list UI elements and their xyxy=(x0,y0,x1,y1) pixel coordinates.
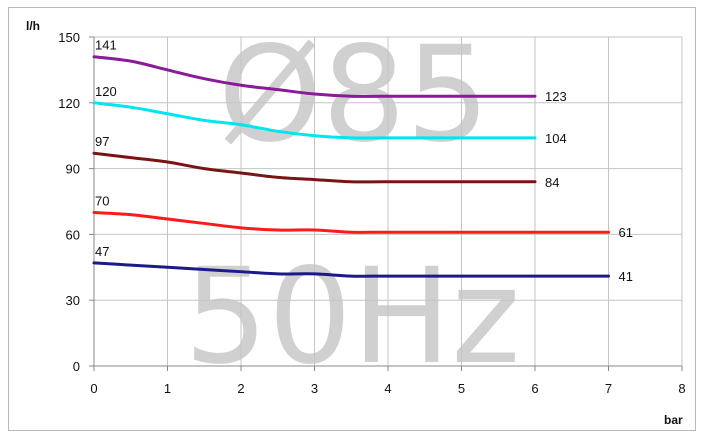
x-tick-label: 1 xyxy=(164,381,171,396)
x-tick-label: 2 xyxy=(237,381,244,396)
series-5-start-label: 47 xyxy=(95,244,109,259)
x-tick-label: 4 xyxy=(384,381,391,396)
series-2-end-label: 104 xyxy=(545,131,567,146)
x-tick-label: 5 xyxy=(458,381,465,396)
series-line-3 xyxy=(92,151,537,184)
y-tick-label: 150 xyxy=(58,30,80,45)
y-tick-label: 120 xyxy=(58,96,80,111)
series-3-end-label: 84 xyxy=(545,175,559,190)
x-tick-label: 3 xyxy=(311,381,318,396)
watermark-line-2: 50Hz xyxy=(184,240,521,394)
data-labels: 141 123 120 104 97 84 70 61 47 41 xyxy=(95,38,633,284)
y-tick-label: 30 xyxy=(66,293,80,308)
grid xyxy=(93,36,683,367)
x-tick-label: 0 xyxy=(90,381,97,396)
series-line-2 xyxy=(92,101,537,140)
y-tick-label: 0 xyxy=(73,359,80,374)
x-tick-label: 7 xyxy=(605,381,612,396)
series-line-1 xyxy=(92,55,537,98)
chart-frame xyxy=(8,7,696,431)
series-line-5 xyxy=(92,261,610,278)
y-tick-label: 60 xyxy=(66,227,80,242)
series-1-start-label: 141 xyxy=(95,38,117,53)
series-4-end-label: 61 xyxy=(619,225,633,240)
x-tick-label: 8 xyxy=(678,381,685,396)
series-1-end-label: 123 xyxy=(545,89,567,104)
series-5-end-label: 41 xyxy=(619,269,633,284)
y-axis-unit: l/h xyxy=(26,19,40,33)
series-line-4 xyxy=(92,210,610,234)
series-4-start-label: 70 xyxy=(95,193,109,208)
y-tick-label: 90 xyxy=(66,162,80,177)
series-3-start-label: 97 xyxy=(95,134,109,149)
series-2-start-label: 120 xyxy=(95,84,117,99)
series-group xyxy=(92,55,610,278)
x-axis-unit: bar xyxy=(664,413,683,427)
x-tick-label: 6 xyxy=(531,381,538,396)
